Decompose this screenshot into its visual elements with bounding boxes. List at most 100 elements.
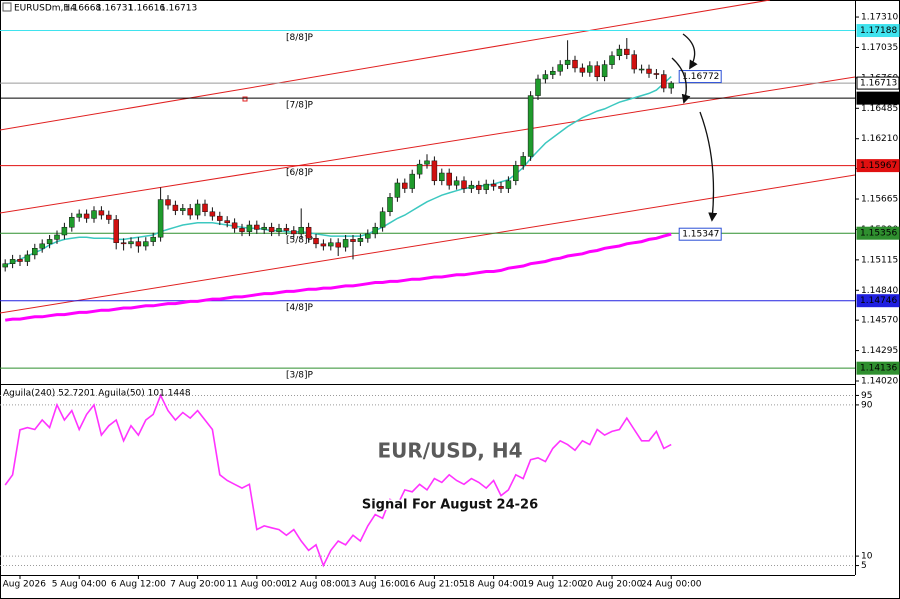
x-tick-label: 18 Aug 04:00 (463, 580, 524, 590)
header-low: 1.16616 (128, 4, 165, 14)
candle-body (646, 68, 652, 74)
candle-body (305, 226, 312, 239)
ma-value-box (678, 227, 722, 241)
candle-body (446, 172, 452, 186)
candle-body (61, 226, 68, 236)
candle-body (239, 228, 245, 232)
candle-body (187, 208, 193, 216)
symbol-title: EURUSDm,H4 (14, 4, 76, 14)
candle-body (468, 184, 475, 189)
candle-body (439, 172, 445, 182)
level-value-label: 1.15967 (860, 161, 897, 171)
channel-line (0, 0, 771, 131)
price-value-box (856, 76, 900, 90)
candle-body (520, 156, 526, 166)
level-value-label: 1.14746 (860, 296, 897, 306)
ma-value-label: 1.15347 (682, 230, 719, 240)
candle-body (624, 48, 630, 55)
candle-body (276, 228, 282, 232)
candle-body (83, 213, 90, 219)
x-tick-label: 20 Aug 20:00 (582, 580, 643, 590)
ma-value-box (678, 70, 722, 84)
level-value-box (856, 24, 900, 38)
candle-body (661, 74, 667, 89)
candle-body (135, 241, 142, 247)
candle-body (498, 186, 504, 189)
ma-value-label: 1.16772 (682, 72, 719, 82)
candle-body (246, 224, 253, 232)
level-value-label: 1.15356 (860, 229, 897, 239)
candle-body (476, 184, 482, 190)
level-value-box (856, 361, 900, 375)
header-open: 1.16668 (64, 4, 101, 14)
candle-body (320, 243, 327, 247)
candle-body (113, 219, 119, 243)
candle-body (483, 183, 489, 190)
y-tick-label: 5 (861, 561, 867, 571)
candle-body (572, 59, 578, 69)
candle-body (261, 226, 267, 230)
indicator-panel (0, 393, 855, 568)
candle-body (54, 234, 60, 240)
candle-body (579, 67, 586, 73)
arrow (682, 33, 698, 70)
x-tick-label: 5 Aug 04:00 (52, 580, 107, 590)
y-tick-label: 1.17035 (861, 43, 898, 53)
candle-body (424, 160, 430, 165)
price-value-label: 1.16713 (860, 79, 897, 89)
candle-body (17, 259, 23, 262)
x-tick-label: 19 Aug 12:00 (522, 580, 583, 590)
x-tick-label: 7 Aug 20:00 (170, 580, 225, 590)
candle-body (431, 160, 438, 182)
candle-body (32, 248, 38, 256)
arrow (699, 111, 718, 222)
candle-body (387, 197, 393, 212)
candle-body (128, 241, 134, 245)
candle-body (283, 228, 290, 231)
candle-body (505, 180, 512, 189)
candle-body (550, 70, 556, 75)
level-label: [8/8]P (286, 33, 314, 43)
x-tick-label: 12 Aug 08:00 (286, 580, 347, 590)
candle-body (416, 163, 423, 175)
candle-body (98, 210, 105, 216)
x-tick-label: 6 Aug 12:00 (111, 580, 166, 590)
y-tick-label: 1.14840 (861, 286, 898, 296)
y-tick-label: 1.14020 (861, 377, 898, 387)
candle-body (165, 199, 171, 206)
level-value-box (856, 159, 900, 173)
candle-body (157, 199, 164, 238)
level-value-box (856, 226, 900, 240)
indicator-title: Aguila(240) 52.7201 Aguila(50) 101.1448 (3, 389, 191, 399)
candle-body (638, 68, 645, 71)
candle-body (9, 259, 16, 264)
arrow (671, 57, 691, 104)
candle-body (342, 239, 349, 248)
candle-body (357, 238, 364, 242)
y-tick-label: 95 (861, 391, 872, 401)
level-label: [3/8]P (286, 371, 314, 381)
channel-line (0, 76, 855, 214)
level-label: [5/8]P (286, 236, 314, 246)
indicator-line (4, 393, 672, 568)
candle-body (653, 73, 660, 75)
x-tick-label: 4 Aug 2026 (0, 580, 46, 590)
candle-body (616, 48, 623, 57)
x-tick-label: 16 Aug 21:05 (404, 580, 465, 590)
candle-body (202, 203, 208, 212)
candle-body (2, 263, 8, 268)
candle-body (564, 59, 571, 65)
candle-body (328, 242, 334, 247)
candle-body (313, 238, 319, 245)
candle-body (461, 180, 467, 189)
candle-body (231, 222, 238, 229)
candle-body (372, 226, 378, 235)
candle-body (106, 214, 112, 220)
candle-body (535, 78, 541, 96)
x-tick-label: 24 Aug 00:00 (641, 580, 702, 590)
candle-body (631, 54, 637, 70)
candle-body (609, 55, 615, 65)
y-tick-label: 10 (861, 552, 873, 562)
